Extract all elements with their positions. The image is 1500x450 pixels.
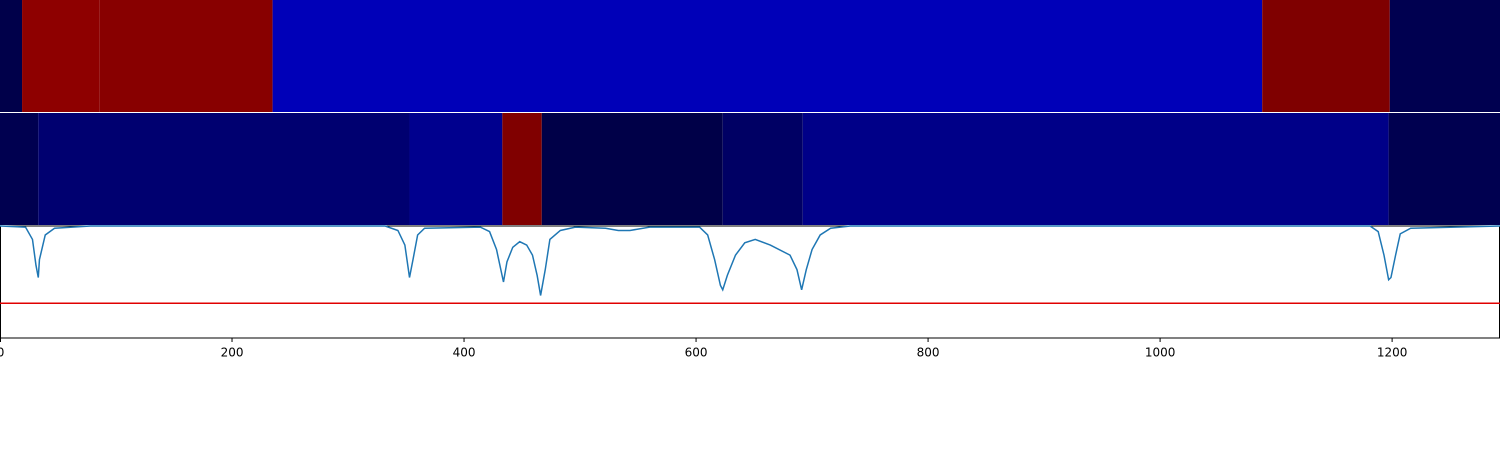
x-tick-label: 400 (453, 346, 476, 360)
segment (502, 113, 542, 225)
segment (722, 113, 803, 225)
segment (541, 113, 723, 225)
segment (38, 113, 410, 225)
x-tick-label: 0 (0, 346, 4, 360)
x-tick-label: 800 (917, 346, 940, 360)
segment (1262, 0, 1390, 112)
segment (99, 0, 273, 112)
segment (22, 0, 100, 112)
x-tick-label: 600 (685, 346, 708, 360)
segment (1388, 113, 1500, 225)
x-tick-label: 1000 (1145, 346, 1176, 360)
segment (409, 113, 503, 225)
segment (802, 113, 1389, 225)
segment (1389, 0, 1500, 112)
segment (0, 0, 23, 112)
x-tick-label: 1200 (1377, 346, 1408, 360)
segment (0, 113, 39, 225)
plot-frame (0, 225, 1500, 339)
x-tick-label: 200 (221, 346, 244, 360)
line (0, 225, 1500, 296)
segment (272, 0, 1263, 112)
